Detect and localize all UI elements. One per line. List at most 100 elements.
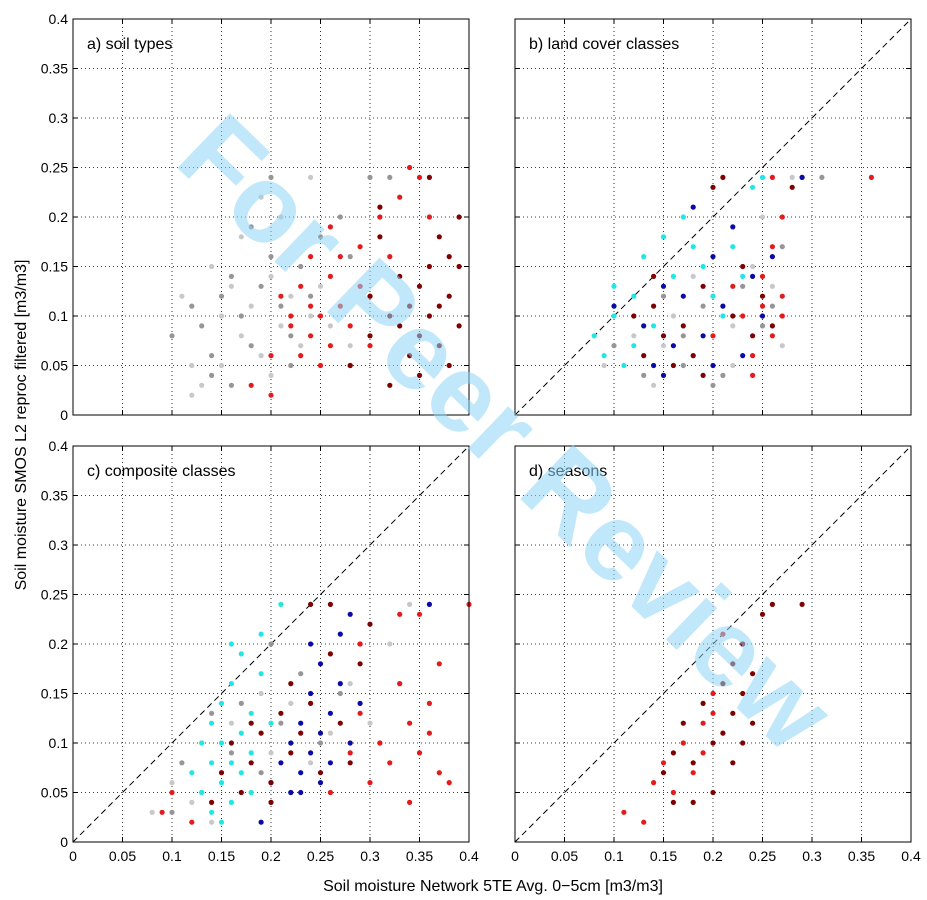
data-point — [416, 174, 423, 180]
data-point — [631, 333, 637, 339]
data-point — [209, 760, 215, 766]
data-point — [327, 730, 333, 736]
data-point — [710, 382, 716, 388]
data-point — [720, 730, 726, 736]
data-point — [660, 760, 667, 766]
data-point — [258, 730, 264, 736]
data-point — [377, 204, 383, 210]
data-point — [298, 263, 304, 270]
panel-title: a) soil types — [87, 36, 172, 53]
data-point — [740, 273, 746, 279]
data-point — [357, 661, 363, 667]
data-point — [268, 273, 274, 279]
y-tick-label: 0 — [60, 834, 68, 850]
data-point — [740, 740, 746, 746]
data-point — [238, 333, 244, 339]
data-point — [710, 293, 716, 299]
data-point — [248, 382, 254, 388]
data-point — [690, 204, 696, 210]
data-point — [387, 760, 393, 766]
data-point — [347, 740, 353, 746]
data-point — [238, 651, 244, 657]
data-point — [690, 353, 696, 359]
data-point — [700, 700, 706, 707]
data-point — [327, 789, 333, 796]
data-point — [317, 661, 324, 667]
data-point — [317, 730, 324, 736]
data-point — [228, 799, 234, 806]
data-point — [199, 789, 205, 796]
data-point — [670, 799, 677, 806]
data-point — [228, 760, 234, 766]
data-point — [228, 720, 234, 726]
data-point — [416, 611, 423, 617]
data-point — [670, 313, 677, 319]
chart-panel: b) land cover classes — [514, 18, 912, 416]
data-point — [730, 362, 736, 369]
data-point — [228, 641, 234, 647]
data-point — [327, 651, 333, 657]
data-point — [621, 362, 627, 369]
data-point — [416, 750, 423, 756]
data-point — [641, 819, 647, 825]
data-point — [641, 323, 647, 329]
data-point — [407, 720, 413, 726]
y-tick-label: 0.4 — [49, 11, 69, 27]
data-point — [258, 283, 264, 289]
data-point — [258, 194, 264, 200]
x-axis-label: Soil moisture Network 5TE Avg. 0−5cm [m3… — [323, 878, 663, 895]
data-point — [740, 641, 746, 647]
x-tick-label: 0.25 — [307, 848, 334, 864]
data-point — [710, 740, 716, 746]
data-point — [700, 333, 706, 339]
data-point — [228, 382, 234, 388]
data-point — [407, 303, 413, 309]
data-point — [268, 372, 274, 378]
data-point — [660, 770, 667, 776]
data-point — [426, 601, 432, 608]
data-point — [759, 303, 766, 309]
data-point — [308, 303, 314, 309]
data-point — [436, 303, 442, 309]
data-point — [337, 303, 343, 309]
data-point — [248, 224, 254, 230]
data-point — [700, 372, 706, 378]
data-point — [799, 601, 805, 608]
data-point — [367, 293, 373, 299]
data-point — [651, 382, 657, 388]
data-point — [387, 313, 393, 319]
data-point — [308, 254, 314, 260]
data-point — [730, 710, 736, 716]
data-point — [218, 313, 225, 319]
data-point — [759, 323, 766, 329]
data-point — [730, 313, 736, 319]
data-point — [789, 184, 795, 190]
data-point — [308, 293, 314, 299]
data-point — [730, 760, 736, 766]
data-point — [189, 770, 195, 776]
data-point — [641, 254, 647, 260]
data-point — [759, 611, 766, 617]
data-point — [327, 273, 333, 279]
data-point — [720, 174, 726, 180]
data-point — [446, 254, 452, 260]
data-point — [779, 244, 785, 250]
data-point — [690, 760, 696, 766]
one-to-one-line — [514, 445, 912, 843]
data-point — [327, 601, 333, 608]
data-point — [218, 700, 225, 707]
data-point — [248, 760, 254, 766]
data-point — [258, 353, 264, 359]
data-point — [407, 601, 413, 608]
data-point — [199, 740, 205, 746]
data-point — [759, 293, 766, 299]
x-tick-label: 0.1 — [604, 848, 624, 864]
data-point — [779, 214, 785, 220]
data-point — [347, 750, 353, 756]
data-point — [601, 353, 607, 359]
data-point — [288, 323, 294, 329]
data-point — [258, 631, 264, 637]
data-point — [819, 174, 825, 180]
data-point — [268, 254, 274, 260]
